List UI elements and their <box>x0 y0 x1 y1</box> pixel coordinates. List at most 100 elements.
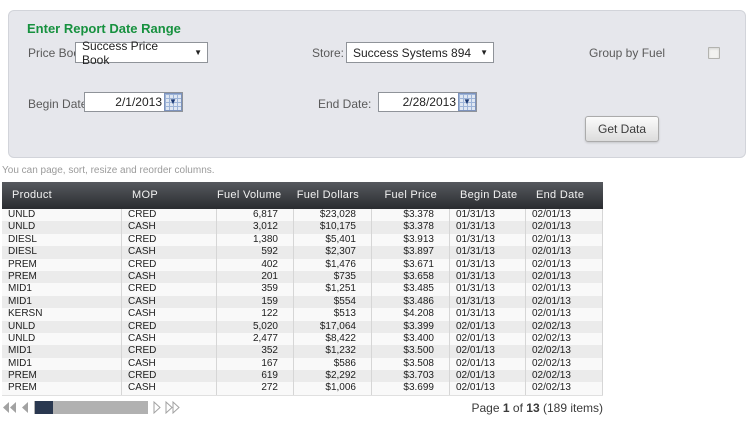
cell-begin_date: 02/01/13 <box>450 345 526 358</box>
calendar-icon: ▼ <box>463 97 471 106</box>
cell-product: PREM <box>2 258 122 271</box>
cell-end_date: 02/01/13 <box>526 283 603 296</box>
column-header-fuel_price[interactable]: Fuel Price <box>384 189 437 201</box>
cell-end_date: 02/01/13 <box>526 308 603 321</box>
cell-product: KERSN <box>2 308 122 321</box>
table-row[interactable]: KERSN CASH 122 $513 $4.208 01/31/13 02/01/13 <box>2 308 603 321</box>
pager-thumb[interactable] <box>35 401 53 415</box>
first-page-button[interactable] <box>2 401 18 414</box>
price-book-label: Price Book: <box>28 46 90 60</box>
table-row[interactable]: PREM CASH 272 $1,006 $3.699 02/01/13 02/02/13 <box>2 382 603 395</box>
column-header-fuel_dollars[interactable]: Fuel Dollars <box>296 189 359 201</box>
cell-begin_date: 01/31/13 <box>450 295 526 309</box>
column-header-mop[interactable]: MOP <box>132 189 158 201</box>
cell-mop: CRED <box>122 258 217 271</box>
get-data-button[interactable]: Get Data <box>585 116 660 142</box>
cell-begin_date: 01/31/13 <box>450 233 526 247</box>
table-row[interactable]: MID1 CASH 159 $554 $3.486 01/31/13 02/01/13 <box>2 295 603 309</box>
begin-date-calendar-button[interactable]: ▼ <box>164 93 182 111</box>
table-row[interactable]: MID1 CRED 359 $1,251 $3.485 01/31/13 02/01/13 <box>2 283 603 296</box>
cell-end_date: 02/01/13 <box>526 270 603 284</box>
current-page-number: 1 <box>502 400 510 415</box>
cell-end_date: 02/01/13 <box>526 258 603 271</box>
column-header-end_date[interactable]: End Date <box>536 189 585 201</box>
column-header-product[interactable]: Product <box>12 189 53 201</box>
cell-fuel_price: $3.699 <box>372 382 450 395</box>
table-row[interactable]: PREM CRED 619 $2,292 $3.703 02/01/13 02/02/13 <box>2 370 603 383</box>
cell-product: PREM <box>2 270 122 284</box>
cell-product: DIESL <box>2 246 122 259</box>
cell-fuel_volume: 5,020 <box>217 320 294 333</box>
cell-product: MID1 <box>2 357 122 371</box>
pager-track[interactable] <box>34 401 148 415</box>
cell-fuel_dollars: $10,175 <box>294 221 372 234</box>
cell-fuel_volume: 2,477 <box>217 332 294 346</box>
cell-end_date: 02/02/13 <box>526 382 603 395</box>
next-page-button[interactable] <box>153 401 162 415</box>
cell-mop: CRED <box>122 345 217 358</box>
cell-end_date: 02/02/13 <box>526 320 603 333</box>
report-page: Enter Report Date Range Price Book: Succ… <box>0 10 756 415</box>
column-header-fuel_volume[interactable]: Fuel Volume <box>217 189 282 201</box>
table-row[interactable]: MID1 CRED 352 $1,232 $3.500 02/01/13 02/02/13 <box>2 345 603 358</box>
table-row[interactable]: DIESL CASH 592 $2,307 $3.897 01/31/13 02/01/13 <box>2 246 603 259</box>
cell-end_date: 02/02/13 <box>526 357 603 371</box>
last-page-button[interactable] <box>164 401 180 415</box>
cell-fuel_dollars: $1,251 <box>294 283 372 296</box>
cell-product: PREM <box>2 382 122 395</box>
page-info-label: Page <box>471 400 500 415</box>
cell-mop: CRED <box>122 283 217 296</box>
cell-fuel_volume: 592 <box>217 246 294 259</box>
cell-fuel_price: $3.486 <box>372 295 450 309</box>
cell-fuel_volume: 159 <box>217 295 294 309</box>
begin-date-input[interactable]: 2/1/2013 ▼ <box>84 92 183 112</box>
table-row[interactable]: DIESL CRED 1,380 $5,401 $3.913 01/31/13 02/01/… <box>2 233 603 247</box>
cell-end_date: 02/01/13 <box>526 209 603 222</box>
table-row[interactable]: PREM CASH 201 $735 $3.658 01/31/13 02/01/13 <box>2 270 603 284</box>
table-row[interactable]: PREM CRED 402 $1,476 $3.671 01/31/13 02/01/13 <box>2 258 603 271</box>
cell-end_date: 02/02/13 <box>526 370 603 383</box>
table-row[interactable]: UNLD CASH 3,012 $10,175 $3.378 01/31/13 02/01/… <box>2 221 603 234</box>
cell-fuel_volume: 272 <box>217 382 294 395</box>
chevron-left-icon <box>22 402 28 414</box>
table-row[interactable]: UNLD CRED 5,020 $17,064 $3.399 02/01/13 02/02/… <box>2 320 603 333</box>
price-book-select[interactable]: Success Price Book ▼ <box>75 39 208 67</box>
cell-end_date: 02/01/13 <box>526 295 603 309</box>
column-header-begin_date[interactable]: Begin Date <box>460 189 518 201</box>
pager: Page 1 of 13 (189 items) <box>2 401 603 415</box>
cell-mop: CRED <box>122 233 217 247</box>
cell-fuel_dollars: $513 <box>294 308 372 321</box>
end-date-calendar-button[interactable]: ▼ <box>458 93 476 111</box>
cell-end_date: 02/01/13 <box>526 246 603 259</box>
cell-fuel_price: $3.658 <box>372 270 450 284</box>
cell-fuel_volume: 3,012 <box>217 221 294 234</box>
begin-date-value: 2/1/2013 <box>115 95 162 109</box>
table-header: Product MOP Fuel Volume Fuel Dollars Fuel Pr… <box>2 182 603 209</box>
cell-fuel_dollars: $1,476 <box>294 258 372 271</box>
cell-product: MID1 <box>2 345 122 358</box>
table-row[interactable]: UNLD CRED 6,817 $23,028 $3.378 01/31/13 02/01/… <box>2 209 603 222</box>
store-label: Store: <box>312 46 345 60</box>
price-book-value: Success Price Book <box>82 38 159 67</box>
end-date-input[interactable]: 2/28/2013 ▼ <box>378 92 477 112</box>
cell-fuel_dollars: $1,232 <box>294 345 372 358</box>
cell-product: UNLD <box>2 221 122 234</box>
pager-controls <box>2 401 180 415</box>
store-select[interactable]: Success Systems 894 ▼ <box>346 42 494 63</box>
cell-product: MID1 <box>2 295 122 309</box>
page-info: Page 1 of 13 (189 items) <box>472 401 604 415</box>
prev-page-button[interactable] <box>20 401 29 414</box>
cell-fuel_dollars: $2,307 <box>294 246 372 259</box>
cell-product: PREM <box>2 370 122 383</box>
table-row[interactable]: UNLD CASH 2,477 $8,422 $3.400 02/01/13 02/02/1… <box>2 332 603 346</box>
cell-fuel_price: $3.703 <box>372 370 450 383</box>
chevron-right-icon <box>153 401 161 415</box>
group-by-fuel-checkbox[interactable] <box>708 47 720 59</box>
cell-fuel_price: $3.378 <box>372 209 450 222</box>
cell-begin_date: 01/31/13 <box>450 270 526 284</box>
cell-fuel_dollars: $8,422 <box>294 332 372 346</box>
chevron-down-icon: ▼ <box>480 48 488 57</box>
cell-fuel_price: $3.400 <box>372 332 450 346</box>
cell-fuel_dollars: $554 <box>294 295 372 309</box>
table-row[interactable]: MID1 CASH 167 $586 $3.508 02/01/13 02/02/13 <box>2 357 603 371</box>
